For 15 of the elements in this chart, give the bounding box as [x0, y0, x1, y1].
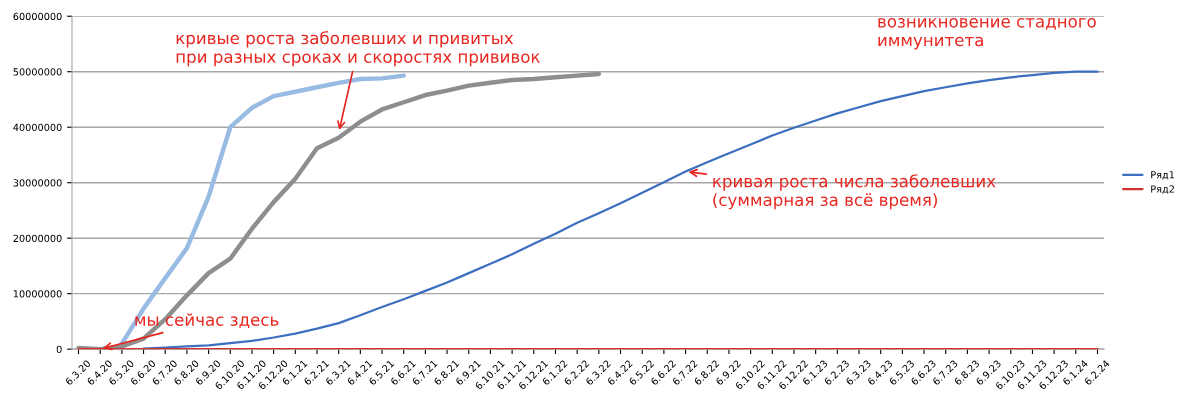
y-tick-label: 50000000 — [13, 68, 62, 76]
line-series — [76, 71, 602, 350]
legend-label: Ряд2 — [1151, 185, 1174, 194]
y-tick-label: 0 — [56, 345, 62, 353]
legend-label: Ряд1 — [1151, 171, 1175, 180]
y-tick-label: 60000000 — [13, 12, 62, 21]
annotation: кривые роста заболевших и привитых при разных сроках и скоростях прививок — [176, 31, 540, 67]
annotation: кривая роста числа заболевших (суммарная за всё время) — [713, 174, 996, 210]
y-tick-label: 20000000 — [13, 234, 62, 243]
y-tick-label: 30000000 — [13, 179, 62, 187]
line-series — [119, 73, 406, 346]
annotation: мы сейчас здесь — [135, 313, 279, 329]
y-tick-label: 40000000 — [13, 123, 62, 132]
annotation: возникновение стадного иммунитета — [878, 18, 1096, 50]
y-tick-label: 10000000 — [13, 290, 62, 298]
